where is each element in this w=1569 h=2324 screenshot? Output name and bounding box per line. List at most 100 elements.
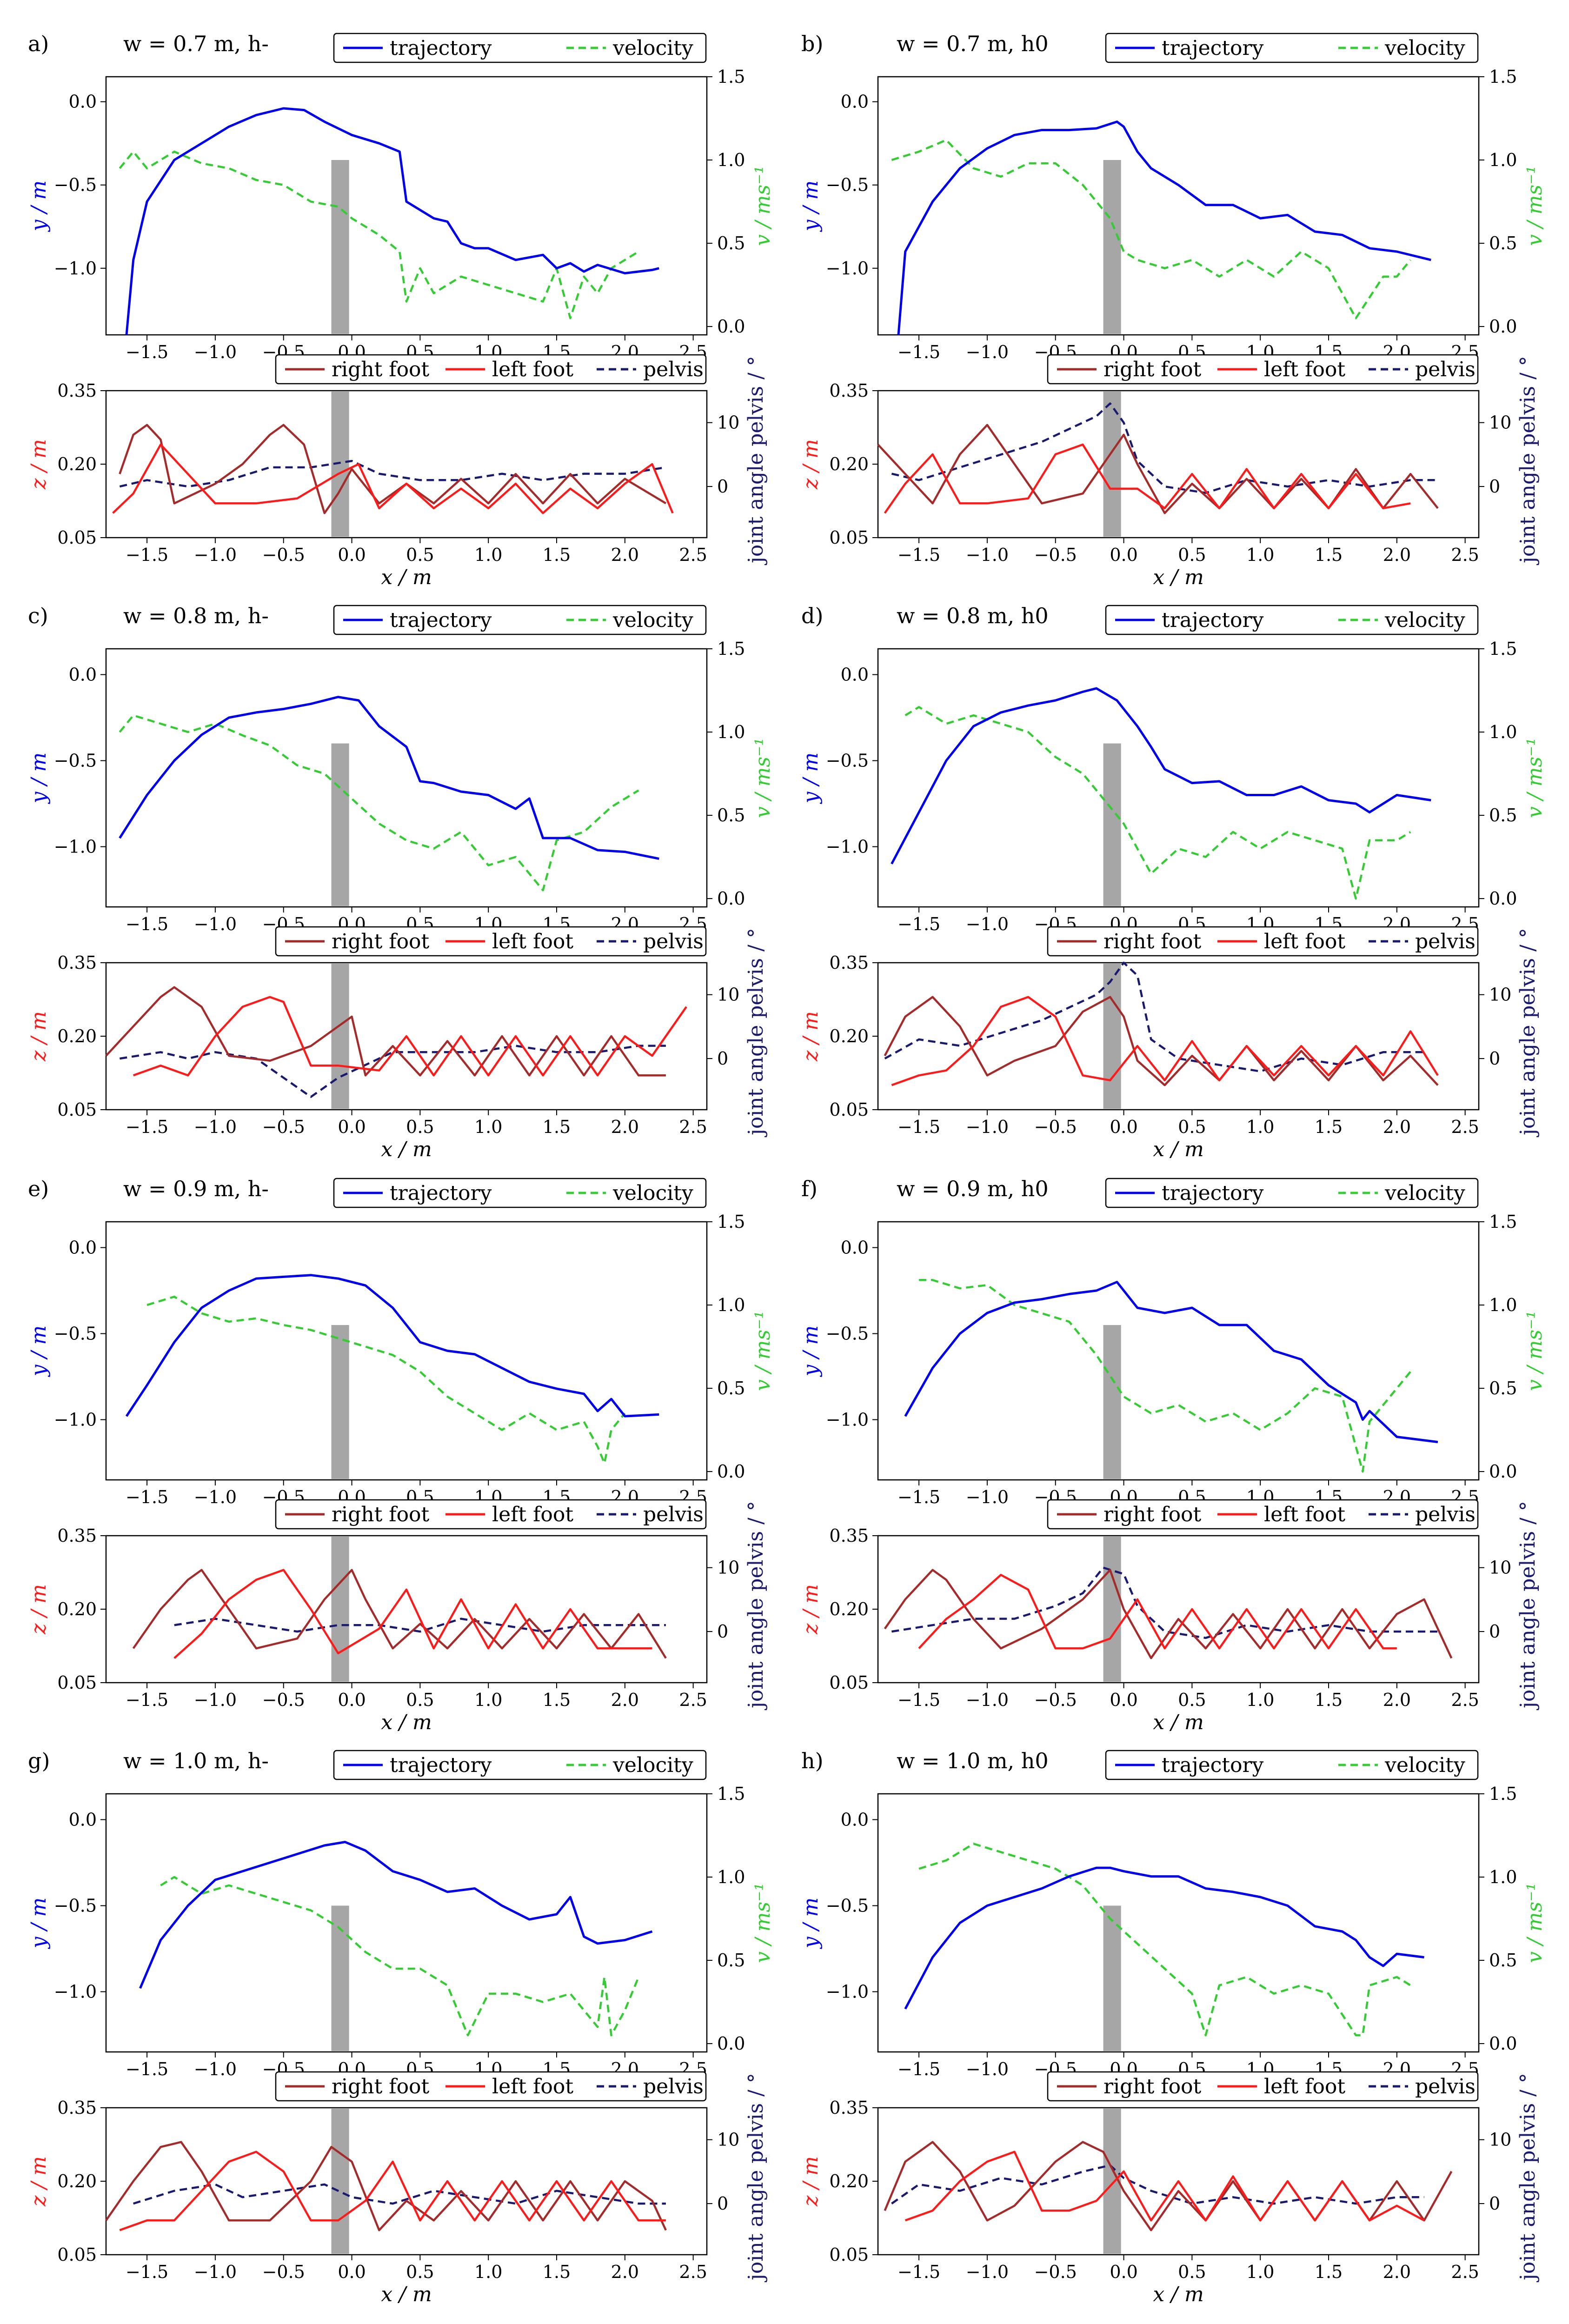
y2-tick-label: 10: [1489, 1558, 1511, 1578]
x-tick-label: 2.5: [679, 545, 707, 565]
obstacle-bar: [331, 743, 349, 906]
x-tick-label: 1.0: [1246, 2262, 1274, 2282]
y2-tick-label: 0.0: [717, 1461, 745, 1482]
y2-tick-label: 1.5: [1489, 67, 1517, 87]
trajectory-line: [139, 1841, 653, 1989]
y-tick-label: −1.0: [826, 1410, 869, 1430]
x-tick-label: 1.0: [474, 545, 502, 565]
z-axis-label: z / m: [27, 439, 51, 490]
v-axis-label: v / ms⁻¹: [751, 1883, 775, 1963]
y-tick-label: 0.05: [57, 527, 97, 548]
x-tick-label: 2.0: [1383, 1117, 1411, 1137]
panel-letter: f): [801, 1176, 818, 1201]
panel-letter: a): [28, 31, 49, 56]
pelvis-legend-label: pelvis: [643, 930, 704, 953]
z-axis-label: z / m: [799, 2156, 823, 2207]
y2-tick-label: 10: [1489, 985, 1511, 1005]
x-tick-label: −1.5: [126, 1487, 168, 1507]
y2-tick-label: 0.5: [1489, 805, 1517, 826]
y-tick-label: −0.5: [54, 175, 97, 195]
y2-tick-label: 0.0: [1489, 1461, 1517, 1482]
velocity-legend-label: velocity: [612, 608, 693, 632]
y-tick-label: 0.0: [841, 92, 869, 112]
trajectory-line: [119, 696, 659, 860]
y-tick-label: 0.0: [841, 665, 869, 685]
right-foot-legend-label: right foot: [332, 2075, 430, 2098]
y2-tick-label: 0.0: [1489, 316, 1517, 337]
v-axis-label: v / ms⁻¹: [751, 1311, 775, 1391]
y2-tick-label: 1.0: [1489, 722, 1517, 742]
y-tick-label: 0.20: [57, 454, 97, 474]
y-tick-label: −0.5: [826, 1324, 869, 1344]
panel-c: c) w = 0.8 m, h-trajectory velocity−1.5 −1.…: [27, 603, 775, 1161]
velocity-legend-label: velocity: [612, 1181, 693, 1205]
panel-f: f) w = 0.9 m, h0 trajectory velocity−1.5 −1.…: [799, 1176, 1547, 1734]
left-foot-legend-label: left foot: [492, 1503, 573, 1526]
panel-d: d) w = 0.8 m, h0 trajectory velocity−1.5 −1.…: [799, 603, 1547, 1161]
legend-frame: [275, 1499, 707, 1530]
axes-frame: [105, 1535, 708, 1684]
velocity-legend-label: velocity: [1384, 1753, 1465, 1777]
legend-frame: [1047, 1499, 1479, 1530]
x-tick-label: 0.0: [1110, 1690, 1137, 1710]
y-tick-label: 0.35: [829, 380, 869, 401]
x-tick-label: −0.5: [1034, 1117, 1077, 1137]
legend-frame: [1105, 605, 1479, 635]
left-foot-line: [133, 996, 687, 1077]
trajectory-legend-label: trajectory: [1162, 36, 1263, 60]
y2-tick-label: 0: [717, 1621, 728, 1642]
legend-frame: [333, 33, 707, 63]
left-foot-line: [918, 1574, 1397, 1650]
y-axis-label: y / m: [799, 1325, 823, 1377]
x-tick-label: −1.0: [194, 1690, 237, 1710]
pelvis-legend-label: pelvis: [1415, 1503, 1476, 1526]
x-tick-label: −0.5: [262, 1690, 305, 1710]
y-tick-label: 0.05: [829, 527, 869, 548]
velocity-line: [891, 139, 1411, 320]
y2-tick-label: 0: [1489, 2193, 1500, 2214]
top-axes: −1.5 −1.0 −0.5 0.0 0.5 1.0 1.5 2.0 2.50.0−0.5−1.…: [799, 1784, 1547, 2104]
y2-tick-label: 1.0: [717, 1295, 745, 1315]
x-tick-label: 0.5: [406, 2262, 434, 2282]
top-axes: −1.5 −1.0 −0.5 0.0 0.5 1.0 1.5 2.0 2.50.0−0.5−1.…: [799, 67, 1547, 386]
x-tick-label: 2.5: [1451, 1117, 1479, 1137]
x-tick-label: 1.0: [474, 1117, 502, 1137]
obstacle-bar: [1103, 1537, 1121, 1682]
right-foot-legend-label: right foot: [1104, 930, 1202, 953]
x-tick-label: 0.0: [1110, 545, 1137, 565]
v-axis-label: v / ms⁻¹: [751, 738, 775, 818]
x-tick-label: −1.0: [966, 545, 1009, 565]
left-foot-line: [119, 2151, 666, 2231]
obstacle-bar: [331, 1325, 349, 1479]
x-tick-label: 1.0: [1246, 545, 1274, 565]
y-tick-label: 0.0: [841, 1810, 869, 1830]
x-tick-label: 1.5: [1315, 545, 1343, 565]
y-tick-label: 0.05: [57, 1672, 97, 1693]
panel-g: g) w = 1.0 m, h-trajectory velocity−1.5 −1.…: [27, 1748, 775, 2306]
y-axis-label: y / m: [799, 1898, 823, 1949]
pelvis-legend-label: pelvis: [1415, 358, 1476, 381]
bottom-axes: −1.5 −1.0 −0.5 0.0 0.5 1.0 1.5 2.0 2.5 0.05 0.20 0.…: [27, 2073, 768, 2306]
trajectory-legend-label: trajectory: [1162, 1753, 1263, 1777]
x-tick-label: 2.0: [611, 2262, 639, 2282]
y-axis-label: y / m: [27, 752, 51, 804]
obstacle-bar: [331, 1537, 349, 1682]
bottom-axes: −1.5 −1.0 −0.5 0.0 0.5 1.0 1.5 2.0 2.5 0.05 0.20 0.…: [799, 356, 1540, 589]
x-tick-label: −1.0: [194, 342, 237, 362]
x-tick-label: −1.0: [194, 1487, 237, 1507]
y-tick-label: 0.0: [69, 665, 97, 685]
x-tick-label: −0.5: [1034, 2262, 1077, 2282]
x-tick-label: 2.5: [679, 1117, 707, 1137]
x-tick-label: 0.5: [1178, 1117, 1206, 1137]
x-tick-label: −1.5: [898, 2262, 940, 2282]
axes-frame: [105, 2107, 708, 2256]
x-tick-label: 2.0: [611, 545, 639, 565]
obstacle-bar: [1103, 392, 1121, 537]
obstacle-bar: [1103, 743, 1121, 906]
joint-axis-label: joint angle pelvis / °: [1516, 2073, 1540, 2283]
y2-tick-label: 1.0: [717, 722, 745, 742]
y-tick-label: 0.20: [829, 454, 869, 474]
x-tick-label: −1.0: [966, 1487, 1009, 1507]
top-axes: −1.5 −1.0 −0.5 0.0 0.5 1.0 1.5 2.0 2.50.0−0.5−1.…: [27, 639, 775, 959]
